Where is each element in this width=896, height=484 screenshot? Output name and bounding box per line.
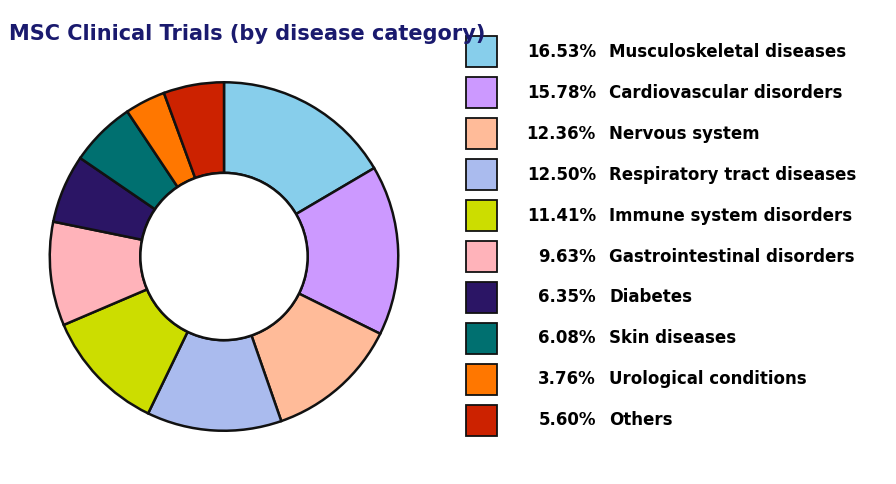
Text: 3.76%: 3.76%	[538, 370, 596, 388]
FancyBboxPatch shape	[466, 77, 497, 108]
FancyBboxPatch shape	[466, 200, 497, 231]
Wedge shape	[164, 82, 224, 178]
FancyBboxPatch shape	[466, 282, 497, 313]
Wedge shape	[50, 222, 147, 325]
Text: Others: Others	[609, 411, 673, 429]
Text: 16.53%: 16.53%	[527, 43, 596, 61]
Text: 11.41%: 11.41%	[527, 207, 596, 225]
Wedge shape	[81, 111, 177, 209]
FancyBboxPatch shape	[466, 118, 497, 150]
Text: Urological conditions: Urological conditions	[609, 370, 807, 388]
Text: 6.08%: 6.08%	[538, 330, 596, 348]
Wedge shape	[296, 168, 398, 334]
Text: Skin diseases: Skin diseases	[609, 330, 737, 348]
FancyBboxPatch shape	[466, 36, 497, 67]
Wedge shape	[252, 294, 380, 421]
FancyBboxPatch shape	[466, 363, 497, 395]
Text: Musculoskeletal diseases: Musculoskeletal diseases	[609, 43, 847, 61]
FancyBboxPatch shape	[466, 159, 497, 190]
Circle shape	[141, 173, 307, 340]
Text: Cardiovascular disorders: Cardiovascular disorders	[609, 84, 842, 102]
Text: 12.50%: 12.50%	[527, 166, 596, 183]
Text: Immune system disorders: Immune system disorders	[609, 207, 852, 225]
FancyBboxPatch shape	[466, 405, 497, 436]
Text: 6.35%: 6.35%	[538, 288, 596, 306]
Text: 5.60%: 5.60%	[538, 411, 596, 429]
Text: 12.36%: 12.36%	[527, 125, 596, 143]
Text: Nervous system: Nervous system	[609, 125, 760, 143]
Text: Diabetes: Diabetes	[609, 288, 693, 306]
Text: Gastrointestinal disorders: Gastrointestinal disorders	[609, 247, 855, 266]
Wedge shape	[127, 93, 195, 187]
Text: 9.63%: 9.63%	[538, 247, 596, 266]
FancyBboxPatch shape	[466, 323, 497, 354]
Wedge shape	[148, 332, 281, 431]
FancyBboxPatch shape	[466, 241, 497, 272]
Text: Respiratory tract diseases: Respiratory tract diseases	[609, 166, 857, 183]
Text: MSC Clinical Trials (by disease category): MSC Clinical Trials (by disease category…	[9, 24, 486, 44]
Wedge shape	[64, 289, 187, 413]
Text: 15.78%: 15.78%	[527, 84, 596, 102]
Wedge shape	[53, 158, 155, 240]
Wedge shape	[224, 82, 375, 214]
